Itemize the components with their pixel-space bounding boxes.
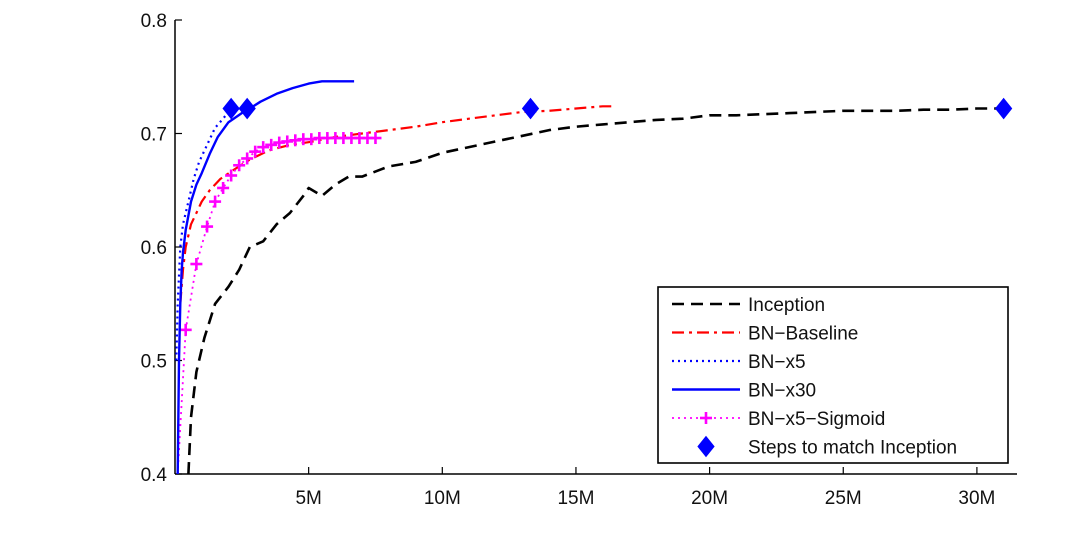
legend-label: BN−x5−Sigmoid [748,409,885,430]
point-bn-x5-sigmoid [179,323,192,336]
y-tick-label: 0.4 [141,465,168,486]
point-bn-x5-sigmoid [217,181,230,194]
legend-box [657,286,1009,464]
legend-label: Steps to match Inception [748,438,957,459]
y-tick-label: 0.7 [141,125,167,146]
legend-label: BN−x5 [748,352,806,373]
line-bn-x30 [176,80,355,474]
x-tick-label: 30M [958,488,995,509]
legend: Inception BN−Baseline BN−x5 BN−x30 BN−x5−Sig… [657,286,1009,464]
line-bn-baseline [179,105,616,304]
point-steps-to-match-inception [994,97,1013,120]
axes: 0.4 0.5 0.6 0.7 0.8 5M 10M 15M 20M 25M 30M [141,11,1017,509]
point-bn-x5-sigmoid [265,138,278,151]
point-bn-x5-sigmoid [249,145,262,158]
x-tick-label: 15M [557,488,594,509]
x-tick-label: 25M [825,488,862,509]
legend-label: BN−x30 [748,381,816,402]
legend-swatch [697,435,715,458]
series-bn-x30 [176,80,355,474]
point-bn-x5-sigmoid [201,220,214,233]
legend-swatch-marker [700,412,712,424]
x-tick-label: 5M [295,488,321,509]
y-tick-label: 0.8 [141,11,167,32]
y-tick-label: 0.5 [141,352,167,373]
point-bn-x5-sigmoid [241,152,254,165]
legend-item-bn-x30: BN−x30 [672,381,816,402]
point-steps-to-match-inception [238,97,256,120]
series-inception [187,107,1004,474]
legend-item-inception: Inception [672,295,825,316]
point-bn-x5-sigmoid [233,159,246,172]
legend-item-bn-x5-sigmoid: BN−x5−Sigmoid [672,409,885,430]
series-bn-x5-sigmoid [176,132,382,474]
point-bn-x5-sigmoid [190,258,203,271]
x-tick-label: 20M [691,488,728,509]
series-steps-to-match-inception [222,97,1013,120]
point-bn-x5-sigmoid [209,195,222,208]
legend-label: BN−Baseline [748,324,858,345]
legend-item-bn-x5: BN−x5 [672,352,806,373]
legend-label: Inception [748,295,825,316]
series-layer [175,80,1013,474]
line-inception [187,107,1004,474]
point-bn-x5-sigmoid [257,141,270,154]
x-tick-label: 10M [424,488,461,509]
legend-item-steps-to-match-inception: Steps to match Inception [697,435,957,459]
point-bn-x5-sigmoid [225,169,238,182]
series-bn-baseline [179,105,616,304]
point-steps-to-match-inception [222,97,240,120]
point-steps-to-match-inception [521,97,540,120]
y-tick-label: 0.6 [141,238,167,259]
legend-item-bn-baseline: BN−Baseline [672,324,858,345]
point-bn-x5-sigmoid [369,132,382,145]
